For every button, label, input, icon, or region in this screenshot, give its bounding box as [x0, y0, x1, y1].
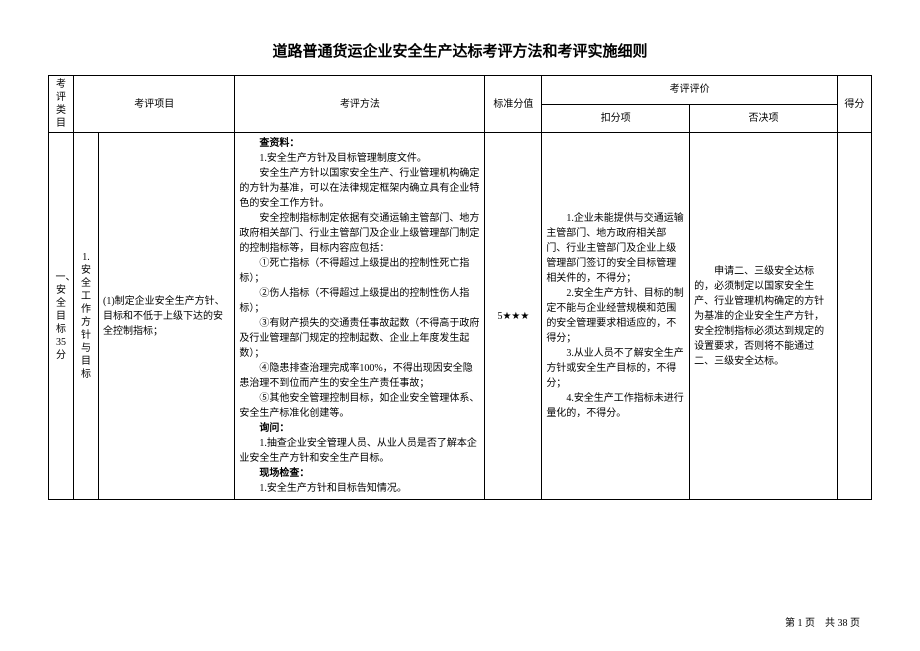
hdr-deduct: 扣分项 [542, 104, 690, 133]
hdr-category: 考评类目 [49, 76, 74, 133]
page-title: 道路普通货运企业安全生产达标考评方法和考评实施细则 [48, 40, 872, 61]
hdr-std-score: 标准分值 [485, 76, 542, 133]
hdr-veto: 否决项 [690, 104, 838, 133]
hdr-method: 考评方法 [235, 76, 485, 133]
hdr-final: 得分 [837, 76, 871, 133]
cell-final [837, 133, 871, 500]
page-footer: 第 1 页 共 38 页 [785, 614, 860, 629]
cell-project: (1)制定企业安全生产方针、目标和不低于上级下达的安全控制指标； [99, 133, 235, 500]
cell-score: 5★★★ [485, 133, 542, 500]
evaluation-table: 考评类目 考评项目 考评方法 标准分值 考评评价 得分 扣分项 否决项 一、安全… [48, 75, 872, 500]
cell-method: 查资料： 1.安全生产方针及目标管理制度文件。 安全生产方针以国家安全生产、行业… [235, 133, 485, 500]
cell-veto: 申请二、三级安全达标的，必须制定以国家安全生产、行业管理机构确定的方针为基准的企… [690, 133, 838, 500]
cell-subcategory: 1.安全工作方针与目标 [74, 133, 99, 500]
hdr-eval: 考评评价 [542, 76, 838, 105]
table-row: 一、安全目标35分 1.安全工作方针与目标 (1)制定企业安全生产方针、目标和不… [49, 133, 872, 500]
cell-category: 一、安全目标35分 [49, 133, 74, 500]
hdr-project: 考评项目 [74, 76, 235, 133]
cell-deduct: 1.企业未能提供与交通运输主管部门、地方政府相关部门、行业主管部门及企业上级管理… [542, 133, 690, 500]
